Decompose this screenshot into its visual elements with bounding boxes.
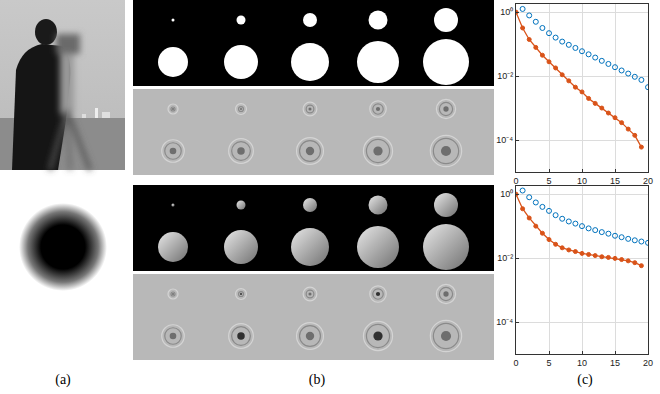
svg-text:10⁻²: 10⁻² [497,253,513,263]
html-text:(a): (a) [55,372,71,387]
svg-text:10⁰: 10⁰ [500,189,513,199]
html-text:(c): (c) [577,372,593,387]
svg-text:10: 10 [577,176,587,186]
svg-text:15: 15 [610,358,620,368]
svg-text:10⁻⁴: 10⁻⁴ [496,135,513,145]
svg-text:15: 15 [610,176,620,186]
svg-text:0: 0 [513,176,518,186]
svg-text:20: 20 [643,358,653,368]
svg-text:5: 5 [546,358,551,368]
svg-text:20: 20 [643,176,653,186]
svg-text:10⁰: 10⁰ [500,7,513,17]
html-text:(b): (b) [308,372,326,387]
svg-text:0: 0 [513,358,518,368]
svg-text:10⁻⁴: 10⁻⁴ [496,317,513,327]
svg-text:10: 10 [577,358,587,368]
svg-text:5: 5 [546,176,551,186]
svg-text:10⁻²: 10⁻² [497,71,513,81]
